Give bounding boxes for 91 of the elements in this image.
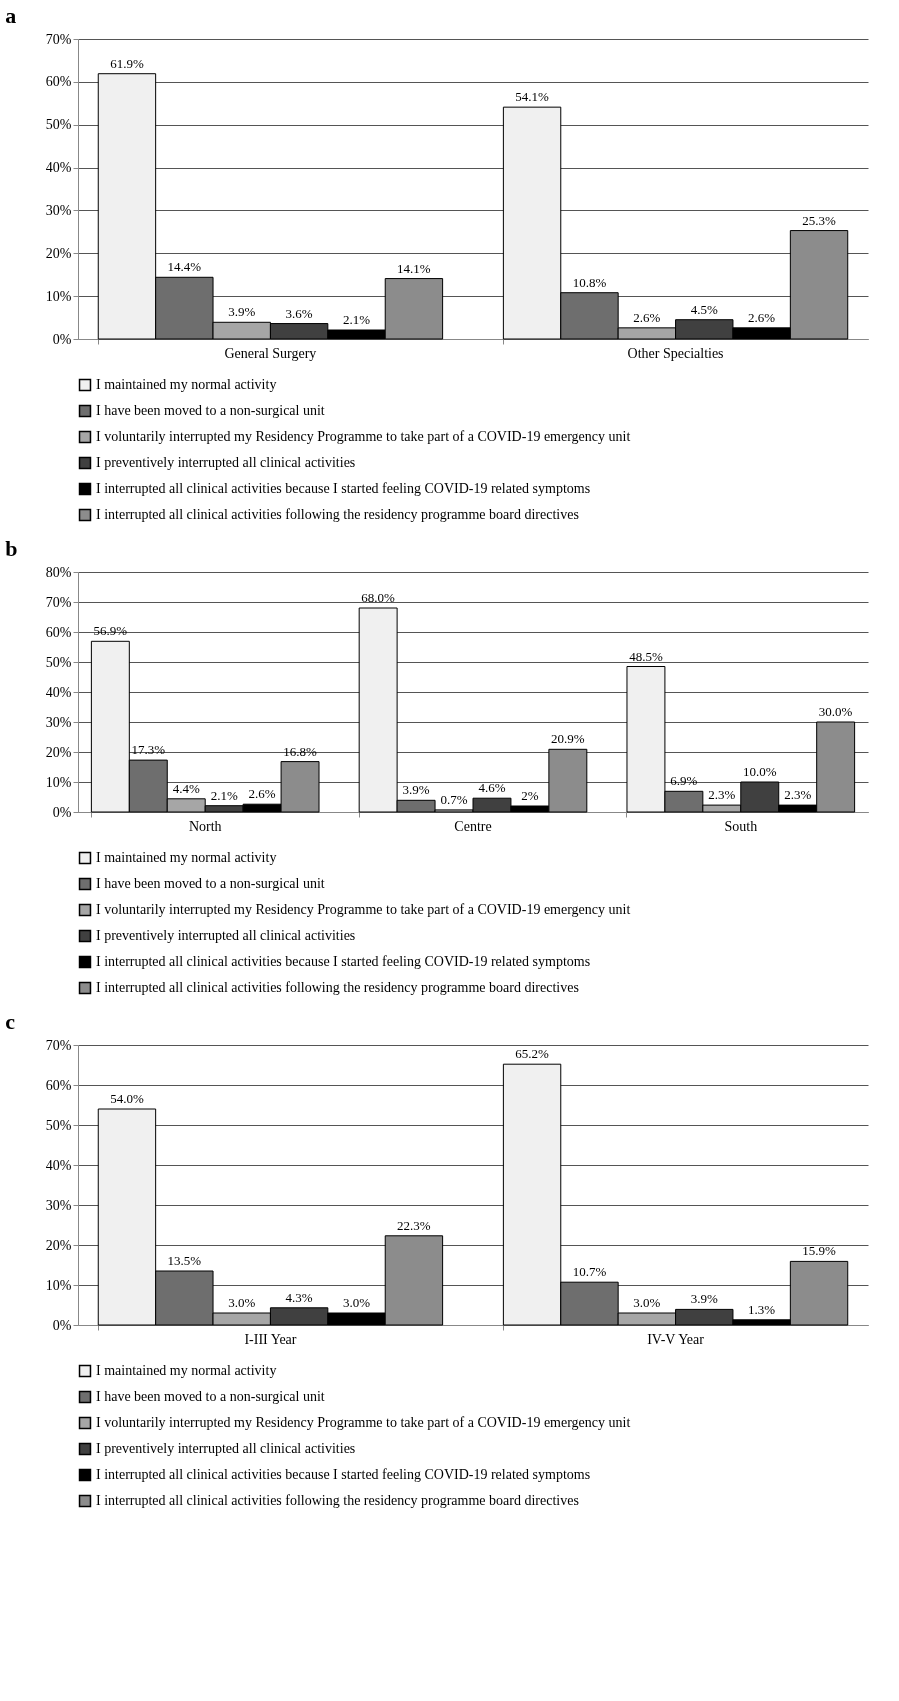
data-label: 3.0% [342, 1295, 371, 1310]
legend-label: I interrupted all clinical activities following the residency programme board directives [96, 1493, 579, 1508]
data-label: 4.4% [172, 780, 200, 796]
data-label: 14.1% [397, 260, 431, 276]
y-tick-label: 50% [45, 1117, 72, 1133]
data-label: 2.1% [210, 787, 238, 803]
data-label: 65.2% [515, 1046, 550, 1062]
y-tick-label: 60% [45, 74, 72, 90]
data-label: 13.5% [167, 1253, 202, 1268]
legend-label: I preventively interrupted all clinical activities [96, 455, 356, 470]
data-label: 54.0% [110, 1091, 144, 1106]
legend-label: I interrupted all clinical activities following the residency programme board directives [96, 980, 579, 995]
data-label: 3.0% [228, 1295, 256, 1310]
data-label: 3.0% [633, 1295, 661, 1310]
legend-label: I voluntarily interrupted my Residency Programme to take part of a COVID-19 emergency unit [96, 1415, 631, 1430]
data-label: 10.8% [572, 274, 607, 290]
data-label: 2.6% [633, 309, 661, 325]
data-label: 2% [521, 788, 539, 803]
y-tick-label: 20% [45, 744, 72, 760]
data-label: 3.9% [402, 782, 430, 798]
legend-label: I preventively interrupted all clinical activities [96, 928, 356, 943]
legend-label: I interrupted all clinical activities because I started feeling COVID-19 related symptoms [96, 481, 591, 496]
legend-label: I have been moved to a non-surgical unit [96, 876, 325, 891]
data-label: 3.9% [690, 1291, 718, 1307]
x-tick-label: I-III Year [244, 1331, 297, 1347]
legend-label: I maintained my normal activity [96, 850, 277, 865]
y-tick-label: 0% [52, 331, 72, 347]
x-tick-label: IV-V Year [647, 1331, 705, 1347]
data-label: 25.3% [802, 212, 836, 228]
y-tick-label: 10% [45, 1277, 72, 1293]
y-tick-label: 20% [45, 1237, 72, 1253]
data-label: 2.6% [248, 786, 276, 802]
data-label: 4.5% [690, 301, 718, 317]
legend-label: I maintained my normal activity [96, 377, 277, 392]
data-label: 68.0% [361, 590, 396, 605]
data-label: 4.3% [285, 1289, 313, 1305]
data-label: 48.5% [629, 648, 663, 664]
y-tick-label: 10% [45, 288, 72, 304]
data-label: 22.3% [397, 1217, 431, 1233]
legend-label: I maintained my normal activity [96, 1363, 277, 1378]
data-label: 20.9% [551, 731, 585, 747]
data-label: 1.3% [748, 1301, 776, 1317]
data-label: 30.0% [818, 704, 853, 719]
legend-label: I interrupted all clinical activities because I started feeling COVID-19 related symptoms [96, 1467, 591, 1482]
data-label: 2.3% [784, 787, 812, 803]
x-tick-label: Other Specialties [627, 345, 724, 361]
y-tick-label: 80% [45, 564, 72, 580]
y-tick-label: 30% [45, 202, 72, 218]
data-label: 61.9% [110, 55, 144, 71]
y-tick-label: 30% [45, 714, 72, 730]
y-tick-label: 70% [45, 31, 72, 47]
y-tick-label: 20% [45, 245, 72, 261]
x-tick-label: South [724, 818, 758, 834]
legend-label: I have been moved to a non-surgical unit [96, 403, 325, 418]
y-tick-label: 70% [45, 1037, 72, 1053]
chart-title: a [5, 3, 17, 28]
data-label: 2.1% [342, 312, 371, 327]
y-tick-label: 40% [45, 160, 72, 176]
y-tick-label: 30% [45, 1197, 72, 1213]
y-tick-label: 40% [45, 684, 72, 700]
legend-label: I voluntarily interrupted my Residency Programme to take part of a COVID-19 emergency unit [96, 429, 631, 444]
data-label: 10.0% [742, 764, 777, 779]
data-label: 4.6% [478, 780, 506, 796]
data-label: 15.9% [802, 1243, 836, 1259]
y-tick-label: 50% [45, 117, 72, 133]
legend-label: I interrupted all clinical activities following the residency programme board directives [96, 507, 579, 522]
data-label: 10.7% [572, 1264, 607, 1280]
x-tick-label: Centre [454, 818, 492, 834]
x-tick-label: General Surgery [224, 345, 317, 361]
chart-title: b [5, 536, 18, 561]
y-tick-label: 60% [45, 624, 72, 640]
data-label: 3.6% [285, 305, 313, 321]
legend-label: I interrupted all clinical activities because I started feeling COVID-19 related symptoms [96, 954, 591, 969]
data-label: 2.3% [708, 787, 736, 803]
y-tick-label: 50% [45, 654, 72, 670]
data-label: 2.6% [748, 309, 776, 325]
y-tick-label: 0% [52, 804, 72, 820]
legend-label: I preventively interrupted all clinical activities [96, 1441, 356, 1456]
y-tick-label: 0% [52, 1317, 72, 1333]
legend-label: I voluntarily interrupted my Residency Programme to take part of a COVID-19 emergency unit [96, 902, 631, 917]
data-label: 3.9% [228, 304, 256, 320]
y-tick-label: 60% [45, 1077, 72, 1093]
chart-title: c [5, 1009, 16, 1034]
data-label: 0.7% [440, 791, 468, 807]
y-tick-label: 70% [45, 594, 72, 610]
y-tick-label: 10% [45, 774, 72, 790]
data-label: 14.4% [167, 259, 202, 275]
data-label: 54.1% [515, 89, 550, 105]
legend-label: I have been moved to a non-surgical unit [96, 1389, 325, 1404]
y-tick-label: 40% [45, 1157, 72, 1173]
x-tick-label: North [188, 818, 222, 834]
